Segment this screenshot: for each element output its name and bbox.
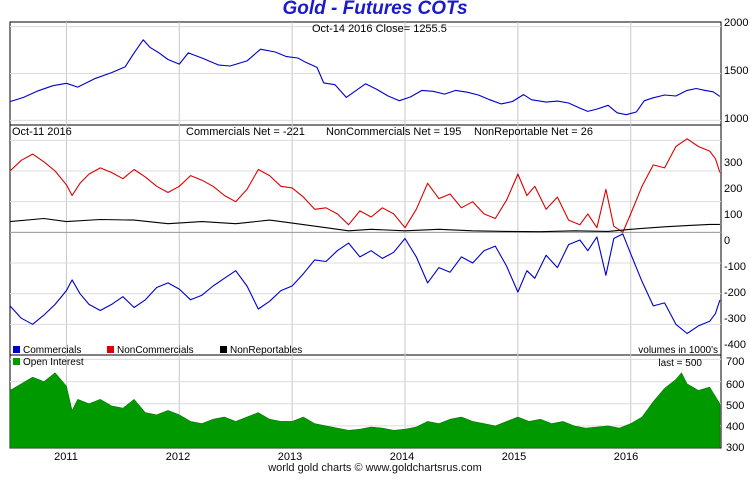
- oi-tick-label: 300: [726, 442, 744, 454]
- legend-label-open-interest: Open Interest: [23, 357, 84, 368]
- oi-tick-label: 600: [726, 379, 744, 391]
- cot-tick-label: -200: [724, 287, 746, 299]
- legend-swatch-commercials: [13, 346, 20, 353]
- noncommercials-line: [9, 138, 721, 233]
- legend-label-nonreportables: NonReportables: [230, 345, 302, 356]
- legend-label-commercials: Commercials: [23, 345, 81, 356]
- footer-credit: world gold charts © www.goldchartsrus.co…: [268, 462, 482, 474]
- legend-swatch-open-interest: [13, 358, 20, 365]
- cot-tick-label: 200: [724, 183, 742, 195]
- panel-frames: [9, 21, 722, 449]
- price-tick-label: 1500: [724, 65, 748, 77]
- cot-legend: Commercials NonCommercials NonReportable…: [13, 345, 302, 356]
- legend-label-noncommercials: NonCommercials: [117, 345, 194, 356]
- noncommercials-net-label: NonCommercials Net = 195: [326, 126, 461, 138]
- cot-tick-label: -300: [724, 313, 746, 325]
- cot-tick-label: 300: [724, 157, 742, 169]
- cot-tick-label: 0: [724, 235, 730, 247]
- oi-tick-label: 400: [726, 421, 744, 433]
- price-tick-label: 1000: [724, 113, 748, 125]
- cot-panel-frame: [9, 124, 722, 356]
- x-tick-label: 2011: [54, 451, 78, 463]
- cot-date-label: Oct-11 2016: [12, 126, 72, 138]
- oi-tick-label: 700: [726, 356, 744, 368]
- cot-tick-label: 100: [724, 209, 742, 221]
- last-value-label: last = 500: [658, 358, 702, 369]
- chart-title: Gold - Futures COTs: [282, 0, 468, 19]
- price-header: Oct-14 2016 Close= 1255.5: [312, 23, 447, 35]
- open-interest-area: [9, 372, 721, 449]
- x-tick-label: 2016: [614, 451, 638, 463]
- gold-price-line: [9, 39, 721, 116]
- commercials-line: [9, 233, 721, 335]
- cot-tick-label: -100: [724, 261, 746, 273]
- x-tick-label: 2012: [166, 451, 190, 463]
- cot-tick-label: -400: [724, 339, 746, 351]
- x-tick-label: 2013: [278, 451, 302, 463]
- gridlines: [10, 22, 721, 448]
- legend-swatch-nonreportables: [220, 346, 227, 353]
- x-tick-label: 2014: [390, 451, 414, 463]
- volume-note: volumes in 1000's: [638, 345, 718, 356]
- legend-swatch-noncommercials: [107, 346, 114, 353]
- commercials-net-label: Commercials Net = -221: [186, 126, 305, 138]
- price-tick-label: 2000: [724, 17, 748, 29]
- x-tick-label: 2015: [502, 451, 526, 463]
- chart-marks: [9, 39, 721, 449]
- nonreportable-net-label: NonReportable Net = 26: [474, 126, 593, 138]
- nonreportables-line: [9, 217, 720, 233]
- oi-tick-label: 500: [726, 400, 744, 412]
